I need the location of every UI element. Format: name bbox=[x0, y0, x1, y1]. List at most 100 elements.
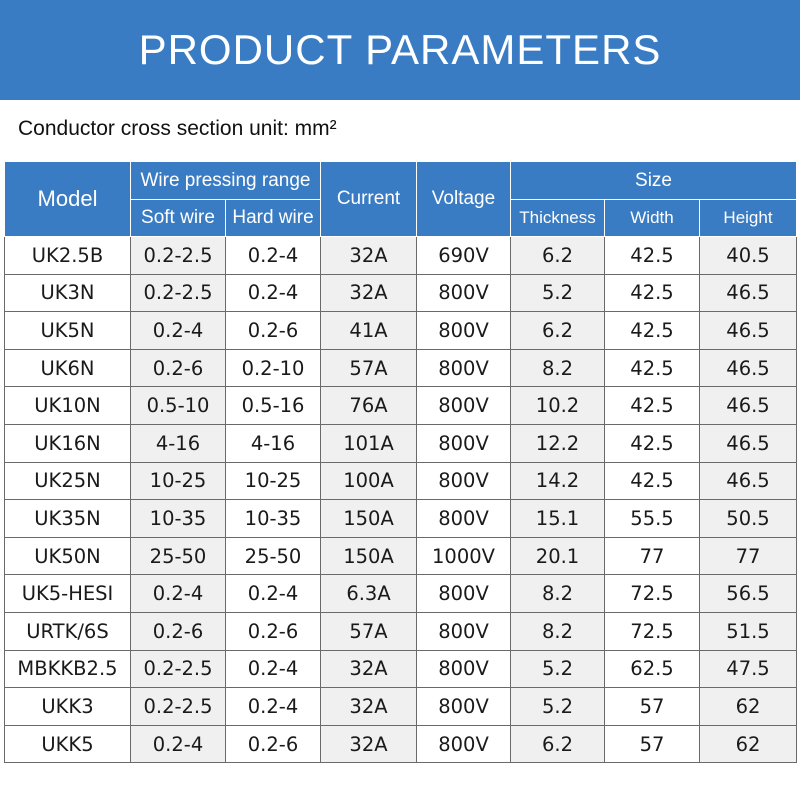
header-size: Size bbox=[510, 161, 797, 200]
cell-soft-wire: 10-35 bbox=[130, 499, 226, 538]
cell-width: 42.5 bbox=[604, 461, 700, 501]
cell-hard-wire: 0.2-4 bbox=[225, 574, 321, 613]
cell-thickness: 5.2 bbox=[510, 273, 605, 313]
cell-voltage: 1000V bbox=[416, 536, 511, 576]
cell-model: UK5-HESI bbox=[4, 574, 131, 613]
cell-width: 42.5 bbox=[604, 386, 700, 425]
cell-model: UKK3 bbox=[4, 687, 131, 726]
table-row: UK35N 10-35 10-35 150A 800V 15.1 55.5 50.5 bbox=[4, 499, 797, 538]
cell-hard-wire: 0.2-4 bbox=[225, 236, 321, 275]
cell-current: 32A bbox=[320, 273, 417, 313]
cell-soft-wire: 0.2-6 bbox=[130, 611, 226, 651]
cell-soft-wire: 0.5-10 bbox=[130, 386, 226, 425]
cell-current: 57A bbox=[320, 348, 417, 388]
header-voltage: Voltage bbox=[416, 161, 511, 237]
table-row: UK5-HESI 0.2-4 0.2-4 6.3A 800V 8.2 72.5 56.5 bbox=[4, 574, 797, 613]
cell-height: 50.5 bbox=[699, 499, 797, 538]
table-row: MBKKB2.5 0.2-2.5 0.2-4 32A 800V 5.2 62.5 47.5 bbox=[4, 649, 797, 689]
cell-thickness: 8.2 bbox=[510, 348, 605, 388]
cell-voltage: 800V bbox=[416, 687, 511, 726]
cell-current: 41A bbox=[320, 311, 417, 350]
cell-height: 46.5 bbox=[699, 423, 797, 463]
table-row: UK5N 0.2-4 0.2-6 41A 800V 6.2 42.5 46.5 bbox=[4, 311, 797, 350]
cell-current: 32A bbox=[320, 649, 417, 689]
cell-model: URTK/6S bbox=[4, 611, 131, 651]
cell-thickness: 5.2 bbox=[510, 687, 605, 726]
cell-current: 76A bbox=[320, 386, 417, 425]
cell-hard-wire: 0.2-6 bbox=[225, 724, 321, 764]
cell-height: 56.5 bbox=[699, 574, 797, 613]
table-header: Model Wire pressing range Current Voltag… bbox=[4, 161, 797, 237]
header-current: Current bbox=[320, 161, 417, 237]
header-soft-wire: Soft wire bbox=[130, 199, 226, 237]
table-row: UK10N 0.5-10 0.5-16 76A 800V 10.2 42.5 46.5 bbox=[4, 386, 797, 425]
cell-current: 6.3A bbox=[320, 574, 417, 613]
table-row: UKK5 0.2-4 0.2-6 32A 800V 6.2 57 62 bbox=[4, 724, 797, 764]
header-model: Model bbox=[4, 161, 131, 237]
cell-width: 42.5 bbox=[604, 423, 700, 463]
cell-voltage: 800V bbox=[416, 273, 511, 313]
table-row: UK50N 25-50 25-50 150A 1000V 20.1 77 77 bbox=[4, 536, 797, 576]
cell-height: 62 bbox=[699, 724, 797, 764]
cell-current: 32A bbox=[320, 724, 417, 764]
cell-thickness: 15.1 bbox=[510, 499, 605, 538]
header-thickness: Thickness bbox=[510, 199, 605, 237]
cell-height: 77 bbox=[699, 536, 797, 576]
cell-voltage: 800V bbox=[416, 461, 511, 501]
cell-height: 46.5 bbox=[699, 311, 797, 350]
cell-height: 46.5 bbox=[699, 273, 797, 313]
cell-voltage: 800V bbox=[416, 574, 511, 613]
cell-thickness: 8.2 bbox=[510, 611, 605, 651]
cell-model: UK3N bbox=[4, 273, 131, 313]
cell-soft-wire: 0.2-2.5 bbox=[130, 649, 226, 689]
title-banner: PRODUCT PARAMETERS bbox=[0, 0, 800, 100]
table-row: UK3N 0.2-2.5 0.2-4 32A 800V 5.2 42.5 46.5 bbox=[4, 273, 797, 313]
cell-height: 47.5 bbox=[699, 649, 797, 689]
cell-thickness: 10.2 bbox=[510, 386, 605, 425]
cell-voltage: 800V bbox=[416, 311, 511, 350]
header-width: Width bbox=[604, 199, 700, 237]
cell-soft-wire: 25-50 bbox=[130, 536, 226, 576]
cell-soft-wire: 0.2-2.5 bbox=[130, 236, 226, 275]
cell-soft-wire: 4-16 bbox=[130, 423, 226, 463]
cell-hard-wire: 10-35 bbox=[225, 499, 321, 538]
cell-model: UK50N bbox=[4, 536, 131, 576]
cell-hard-wire: 0.2-10 bbox=[225, 348, 321, 388]
page-title: PRODUCT PARAMETERS bbox=[138, 26, 662, 73]
cell-height: 40.5 bbox=[699, 236, 797, 275]
cell-width: 62.5 bbox=[604, 649, 700, 689]
cell-voltage: 800V bbox=[416, 649, 511, 689]
cell-model: UK5N bbox=[4, 311, 131, 350]
table-row: UK6N 0.2-6 0.2-10 57A 800V 8.2 42.5 46.5 bbox=[4, 348, 797, 388]
cell-model: UK10N bbox=[4, 386, 131, 425]
unit-note: Conductor cross section unit: mm² bbox=[18, 117, 337, 140]
table-body: UK2.5B 0.2-2.5 0.2-4 32A 690V 6.2 42.5 40.5 UK3N… bbox=[4, 236, 797, 764]
cell-hard-wire: 0.2-6 bbox=[225, 611, 321, 651]
table-row: UK2.5B 0.2-2.5 0.2-4 32A 690V 6.2 42.5 40.5 bbox=[4, 236, 797, 275]
table-row: UKK3 0.2-2.5 0.2-4 32A 800V 5.2 57 62 bbox=[4, 687, 797, 726]
cell-model: MBKKB2.5 bbox=[4, 649, 131, 689]
cell-hard-wire: 0.2-4 bbox=[225, 649, 321, 689]
cell-width: 57 bbox=[604, 687, 700, 726]
cell-thickness: 5.2 bbox=[510, 649, 605, 689]
cell-soft-wire: 0.2-2.5 bbox=[130, 273, 226, 313]
cell-model: UK2.5B bbox=[4, 236, 131, 275]
cell-thickness: 12.2 bbox=[510, 423, 605, 463]
cell-model: UK35N bbox=[4, 499, 131, 538]
cell-voltage: 800V bbox=[416, 724, 511, 764]
cell-width: 42.5 bbox=[604, 273, 700, 313]
cell-width: 77 bbox=[604, 536, 700, 576]
cell-soft-wire: 10-25 bbox=[130, 461, 226, 501]
cell-hard-wire: 25-50 bbox=[225, 536, 321, 576]
cell-thickness: 14.2 bbox=[510, 461, 605, 501]
cell-width: 72.5 bbox=[604, 574, 700, 613]
table-row: UK16N 4-16 4-16 101A 800V 12.2 42.5 46.5 bbox=[4, 423, 797, 463]
cell-model: UK6N bbox=[4, 348, 131, 388]
cell-width: 55.5 bbox=[604, 499, 700, 538]
cell-soft-wire: 0.2-4 bbox=[130, 724, 226, 764]
cell-hard-wire: 0.2-4 bbox=[225, 687, 321, 726]
cell-height: 46.5 bbox=[699, 386, 797, 425]
cell-voltage: 800V bbox=[416, 611, 511, 651]
cell-current: 150A bbox=[320, 536, 417, 576]
cell-soft-wire: 0.2-2.5 bbox=[130, 687, 226, 726]
